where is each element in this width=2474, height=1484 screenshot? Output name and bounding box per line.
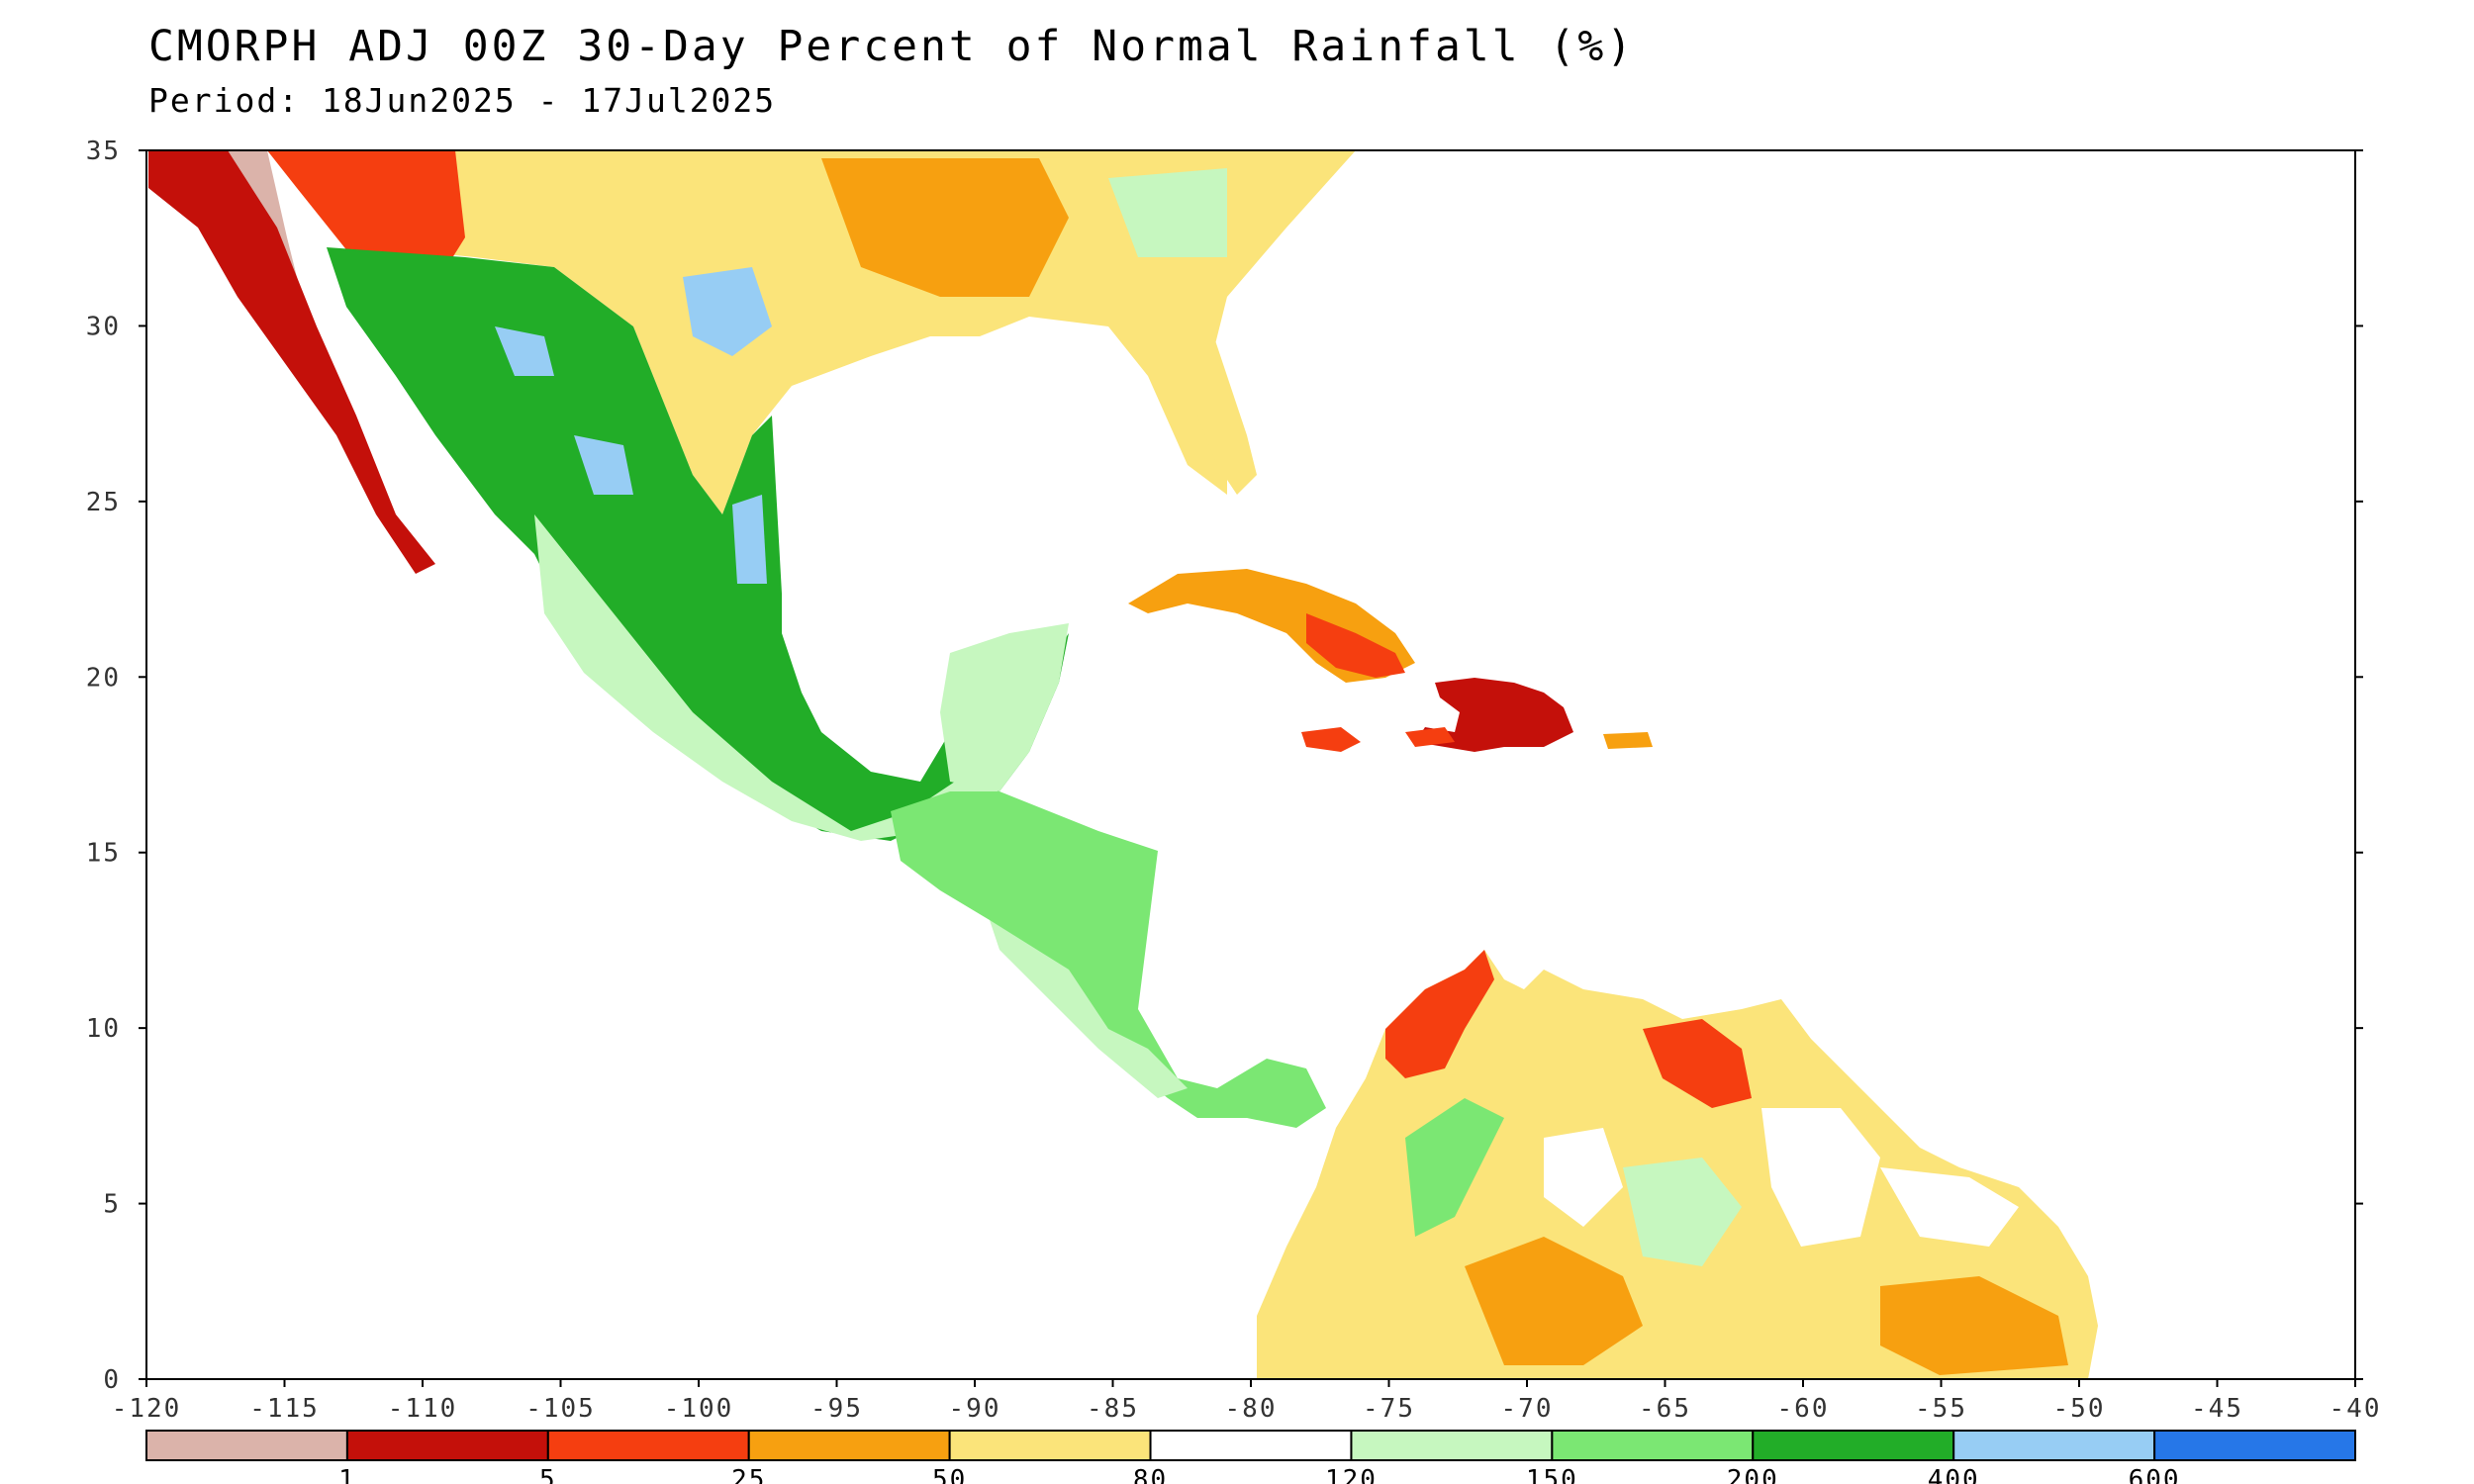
region-baja-red: [148, 150, 435, 574]
lon-tick-label: -110: [388, 1394, 458, 1424]
region-guyana-white: [1761, 1108, 1880, 1247]
legend-swatch: [546, 1430, 750, 1461]
lat-tick-label: 15: [86, 839, 121, 869]
lat-tick-label: 5: [103, 1190, 121, 1220]
lon-tick-label: -65: [1639, 1394, 1691, 1424]
legend-colorbar: [145, 1430, 2356, 1461]
legend-swatch: [1752, 1430, 1955, 1461]
region-colombia-green: [1405, 1098, 1504, 1237]
longitude-tick-labels: -120 -115 -110 -105 -100 -95 -90 -85 -80 -75 -70 -6…: [112, 1394, 2382, 1424]
legend-swatch: [1149, 1430, 1353, 1461]
region-mexico-very-wet-2: [495, 326, 554, 376]
legend-swatch: [1350, 1430, 1554, 1461]
legend-label: 25: [731, 1465, 766, 1484]
legend-swatch: [2153, 1430, 2356, 1461]
land-layer: [148, 150, 2098, 1379]
map-title: CMORPH ADJ 00Z 30-Day Percent of Normal …: [148, 22, 1636, 71]
region-mexico-very-wet-3: [574, 435, 633, 495]
lon-tick-label: -95: [810, 1394, 863, 1424]
legend-swatch: [145, 1430, 348, 1461]
region-florida: [1168, 317, 1257, 495]
region-central-america-light: [990, 920, 1188, 1098]
legend-labels: 1 5 25 50 80 120 150 200 400 600: [338, 1465, 2181, 1484]
legend-label: 120: [1325, 1465, 1378, 1484]
lon-tick-label: -45: [2191, 1394, 2243, 1424]
region-hispaniola-west: [1405, 727, 1455, 747]
legend-label: 5: [539, 1465, 557, 1484]
legend-swatch: [1952, 1430, 2156, 1461]
legend-label: 50: [932, 1465, 967, 1484]
legend-label: 400: [1928, 1465, 1980, 1484]
lon-tick-label: -75: [1363, 1394, 1415, 1424]
lat-tick-label: 20: [86, 663, 121, 693]
latitude-tick-labels: 35 30 25 20 15 10 5 0: [86, 137, 121, 1395]
region-cuba-red: [1306, 613, 1405, 678]
region-venezuela: [1385, 950, 1494, 1078]
legend-label: 200: [1727, 1465, 1779, 1484]
lon-tick-label: -70: [1501, 1394, 1554, 1424]
region-mexico-very-wet-4: [732, 495, 767, 584]
lon-tick-label: -50: [2053, 1394, 2106, 1424]
lon-tick-label: -100: [664, 1394, 734, 1424]
legend-label: 150: [1526, 1465, 1578, 1484]
lat-tick-label: 25: [86, 488, 121, 517]
period-subtitle: Period: 18Jun2025 - 17Jul2025: [148, 81, 777, 120]
region-us-south-green: [1108, 168, 1227, 257]
region-central-america: [891, 791, 1326, 1128]
lon-tick-label: -120: [112, 1394, 182, 1424]
region-puerto-rico: [1603, 732, 1653, 749]
lon-tick-label: -85: [1087, 1394, 1139, 1424]
lon-tick-label: -90: [949, 1394, 1001, 1424]
legend-swatch: [948, 1430, 1152, 1461]
region-brazil-orange-2: [1880, 1276, 2068, 1375]
lon-tick-label: -40: [2330, 1394, 2382, 1424]
legend-label: 600: [2129, 1465, 2181, 1484]
region-mexico-wet: [327, 247, 1069, 841]
legend-swatch: [747, 1430, 951, 1461]
region-brazil-north-orange: [1465, 1237, 1643, 1365]
tick-marks: [139, 149, 2363, 1387]
lon-tick-label: -55: [1915, 1394, 1967, 1424]
region-guianas-white: [1880, 1167, 2019, 1247]
region-venezuela-east: [1643, 1019, 1752, 1108]
lat-tick-label: 10: [86, 1014, 121, 1044]
legend-swatch: [345, 1430, 549, 1461]
lon-tick-label: -60: [1777, 1394, 1830, 1424]
region-yucatan: [940, 623, 1069, 791]
legend-label: 80: [1133, 1465, 1168, 1484]
lon-tick-label: -105: [525, 1394, 596, 1424]
legend-label: 1: [338, 1465, 356, 1484]
region-mexico-very-wet: [683, 267, 772, 356]
region-jamaica: [1301, 727, 1361, 752]
region-us-south-orange: [821, 158, 1069, 297]
region-us-south: [376, 150, 1356, 514]
region-mexico-light-green: [534, 514, 1039, 841]
region-hispaniola: [1415, 678, 1573, 752]
lat-tick-label: 0: [103, 1365, 121, 1395]
legend-swatch: [1551, 1430, 1755, 1461]
region-amazon-green: [1623, 1158, 1742, 1266]
lat-tick-label: 30: [86, 312, 121, 341]
lon-tick-label: -115: [249, 1394, 320, 1424]
lat-tick-label: 35: [86, 137, 121, 166]
lon-tick-label: -80: [1225, 1394, 1278, 1424]
region-amazon-white: [1544, 1128, 1623, 1227]
